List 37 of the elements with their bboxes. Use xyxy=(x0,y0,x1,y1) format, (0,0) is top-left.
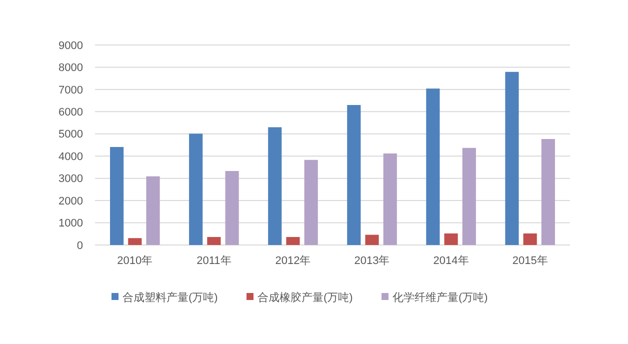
y-tick-label: 3000 xyxy=(58,173,83,186)
bar xyxy=(110,147,124,245)
bar xyxy=(426,88,440,245)
bar xyxy=(225,171,239,245)
y-tick-label: 2000 xyxy=(58,195,83,208)
bar xyxy=(304,160,318,245)
legend-label: 合成橡胶产量(万吨) xyxy=(258,290,353,304)
bar xyxy=(347,105,361,245)
y-tick-label: 6000 xyxy=(58,106,83,119)
bar xyxy=(268,127,282,245)
y-tick-label: 4000 xyxy=(58,150,83,163)
y-tick-label: 5000 xyxy=(58,128,83,141)
x-tick-label: 2013年 xyxy=(354,255,390,267)
x-tick-label: 2015年 xyxy=(512,255,548,267)
bar xyxy=(146,176,160,245)
bar xyxy=(207,237,221,245)
y-tick-label: 7000 xyxy=(58,84,83,96)
bar xyxy=(128,238,142,245)
y-tick-label: 9000 xyxy=(58,40,83,52)
bar xyxy=(189,134,203,245)
bar xyxy=(462,148,476,245)
x-tick-label: 2010年 xyxy=(117,255,153,267)
bar xyxy=(365,234,379,245)
x-tick-label: 2011年 xyxy=(196,255,232,267)
bar xyxy=(286,237,300,245)
legend-label: 合成塑料产量(万吨) xyxy=(122,290,218,304)
bar xyxy=(523,233,537,245)
y-tick-label: 0 xyxy=(76,240,83,252)
bar xyxy=(505,72,519,245)
bar xyxy=(541,139,555,245)
y-tick-label: 8000 xyxy=(58,62,83,74)
legend-label: 化学纤维产量(万吨) xyxy=(392,290,488,304)
x-tick-label: 2012年 xyxy=(275,255,311,267)
bar xyxy=(444,233,458,245)
bar xyxy=(383,153,397,245)
x-tick-label: 2014年 xyxy=(433,255,469,267)
y-tick-label: 1000 xyxy=(58,218,83,230)
